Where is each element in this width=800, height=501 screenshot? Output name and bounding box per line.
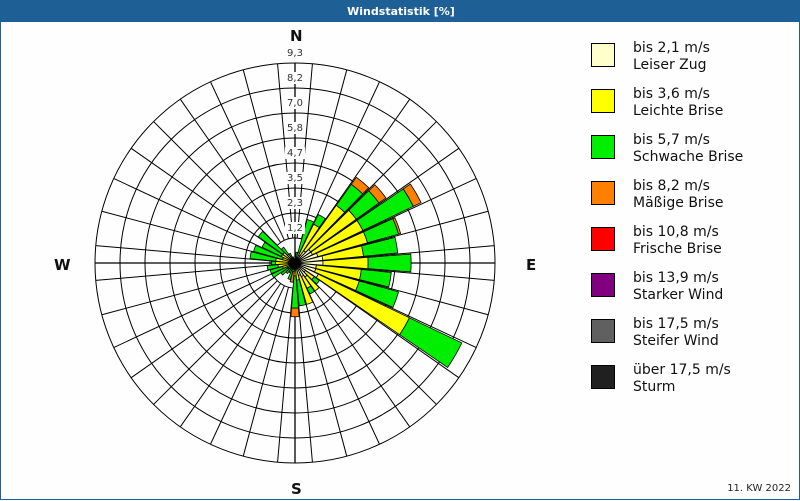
legend-swatch (591, 181, 615, 205)
ring-label: 7,0 (287, 98, 303, 109)
legend-speed: bis 8,2 m/s (633, 178, 723, 195)
legend-swatch (591, 273, 615, 297)
ring-label: 4,7 (287, 148, 303, 159)
cardinal-west: W (54, 256, 71, 274)
legend-speed: bis 13,9 m/s (633, 270, 723, 287)
ring-label: 1,2 (287, 223, 303, 234)
wind-sector-bar (368, 254, 411, 272)
wind-sector-bar (291, 308, 299, 317)
legend-speed: bis 17,5 m/s (633, 316, 719, 333)
legend-label: Steifer Wind (633, 333, 719, 350)
legend-speed: bis 5,7 m/s (633, 132, 743, 149)
cardinal-east: E (526, 256, 536, 274)
legend-label: Schwache Brise (633, 149, 743, 166)
ring-label: 9,3 (287, 48, 303, 59)
cardinal-north: N (290, 27, 303, 45)
legend-label: Starker Wind (633, 287, 723, 304)
cardinal-south: S (291, 480, 302, 498)
wind-sector-bar (271, 261, 275, 265)
legend-speed: bis 3,6 m/s (633, 86, 723, 103)
legend-label: Mäßige Brise (633, 195, 723, 212)
legend-swatch (591, 43, 615, 67)
legend-speed: bis 10,8 m/s (633, 224, 722, 241)
legend-swatch (591, 227, 615, 251)
legend-label: Sturm (633, 379, 731, 396)
ring-label: 3,5 (287, 173, 303, 184)
legend-speed: über 17,5 m/s (633, 362, 731, 379)
legend-swatch (591, 89, 615, 113)
legend-swatch (591, 319, 615, 343)
ring-label: 5,8 (287, 123, 303, 134)
legend-label: Frische Brise (633, 241, 722, 258)
legend-label: Leiser Zug (633, 57, 710, 74)
legend-swatch (591, 135, 615, 159)
legend-speed: bis 2,1 m/s (633, 40, 710, 57)
legend-swatch (591, 365, 615, 389)
legend-label: Leichte Brise (633, 103, 723, 120)
calendar-week-label: 11. KW 2022 (727, 483, 791, 494)
ring-label: 8,2 (287, 73, 303, 84)
ring-label: 2,3 (287, 198, 303, 209)
